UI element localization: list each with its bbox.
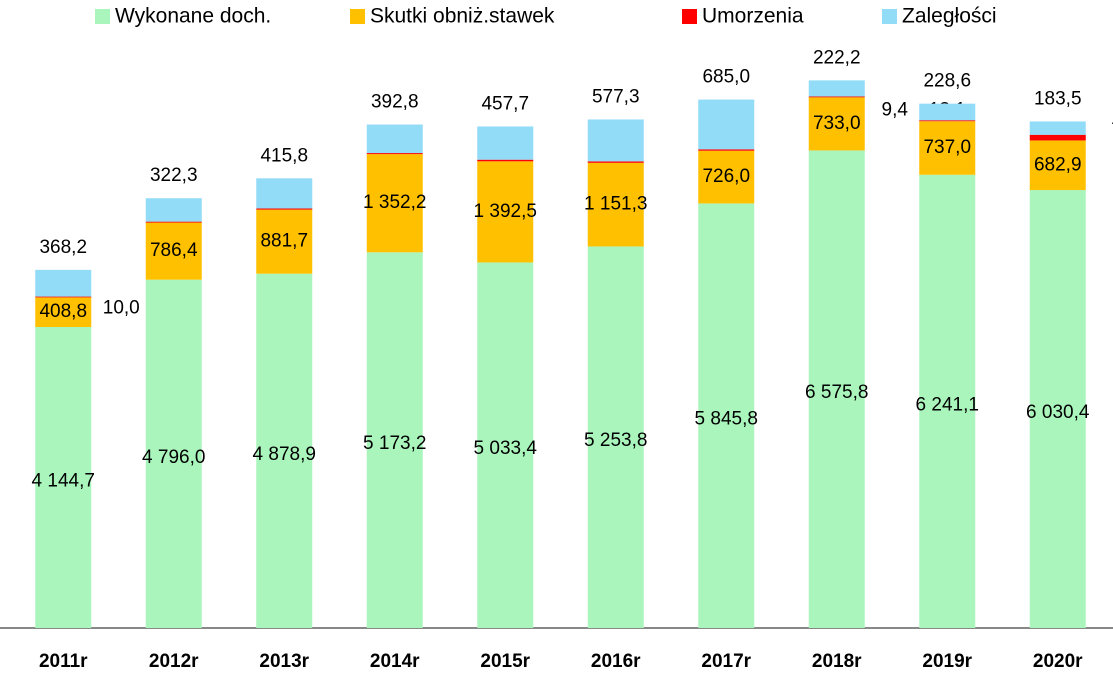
bar-segment: [587, 119, 644, 162]
data-label: 222,2: [813, 47, 861, 68]
bar-segment: [366, 153, 423, 155]
data-label: 457,7: [481, 93, 529, 114]
data-label: 6 030,4: [1026, 402, 1090, 423]
data-label: 415,8: [260, 145, 308, 166]
data-label: 1 392,5: [474, 201, 537, 222]
bar-segment: [256, 208, 313, 210]
data-label: 726,0: [702, 166, 750, 187]
legend-label: Wykonane doch.: [115, 5, 271, 28]
bar-segment: [1029, 190, 1086, 628]
bar-segment: [366, 124, 423, 154]
bar-segment: [35, 326, 92, 628]
data-label: 5 253,8: [584, 430, 647, 451]
bar-segment: [808, 96, 865, 98]
bar-segment: [698, 150, 755, 204]
bar-segment: [808, 97, 865, 151]
data-label: 6 241,1: [916, 394, 979, 415]
bar-segment: [698, 99, 755, 150]
data-label: 5 173,2: [363, 433, 426, 454]
data-label: 4 144,7: [32, 471, 95, 492]
bar-segment: [1029, 134, 1086, 141]
x-tick-label: 2013r: [259, 651, 309, 672]
bar-segment: [35, 269, 92, 297]
bar-segment: [1029, 140, 1086, 191]
data-label: 4 878,9: [253, 444, 316, 465]
legend-swatch: [95, 9, 110, 24]
x-tick-label: 2011r: [39, 651, 88, 672]
data-label: 682,9: [1034, 154, 1082, 175]
bar-segment: [919, 103, 976, 121]
bar-segment: [1029, 121, 1086, 135]
data-label: 6 575,8: [805, 382, 868, 403]
bar-segment: [256, 178, 313, 209]
bar-segment: [145, 222, 202, 280]
bar-segment: [366, 252, 423, 628]
bar-segment: [477, 161, 534, 263]
data-label: 408,8: [39, 301, 87, 322]
x-tick-label: 2014r: [370, 651, 420, 672]
data-label: 183,5: [1034, 88, 1082, 109]
bar-segment: [145, 279, 202, 628]
data-label: 5 033,4: [474, 438, 538, 459]
data-label: 577,3: [592, 86, 640, 107]
data-label: 1 352,2: [363, 192, 426, 213]
legend-label: Zaległości: [902, 5, 997, 28]
data-label: 786,4: [150, 240, 198, 261]
data-label: 881,7: [260, 231, 308, 252]
x-tick-label: 2016r: [591, 651, 641, 672]
x-tick-label: 2020r: [1033, 651, 1083, 672]
x-tick-label: 2015r: [480, 651, 530, 672]
bar-segment: [477, 159, 534, 162]
bar-segment: [145, 198, 202, 222]
bar-segment: [698, 203, 755, 628]
bar-segment: [477, 126, 534, 160]
data-label: 77,9: [1111, 120, 1113, 141]
data-label: 228,6: [923, 71, 971, 92]
data-label: 322,3: [150, 165, 198, 186]
bar-segment: [366, 154, 423, 253]
data-label: 10,0: [103, 298, 140, 319]
bar-segment: [35, 297, 92, 327]
data-label: 4 796,0: [142, 447, 205, 468]
bar-segment: [477, 262, 534, 628]
data-label: 392,8: [371, 92, 419, 113]
x-tick-label: 2019r: [922, 651, 972, 672]
bar-segment: [587, 246, 644, 628]
bar-segment: [919, 174, 976, 628]
bar-segment: [587, 162, 644, 247]
legend-swatch: [350, 9, 365, 24]
data-label: 733,0: [813, 113, 861, 134]
bar-segment: [256, 273, 313, 628]
data-label: 5 845,8: [695, 409, 758, 430]
data-label: 1 151,3: [584, 194, 647, 215]
data-label: 368,2: [39, 237, 87, 258]
legend-swatch: [682, 9, 697, 24]
bar-segment: [919, 120, 976, 122]
bar-segment: [698, 149, 755, 151]
data-label: 737,0: [923, 137, 971, 158]
bar-segment: [587, 161, 644, 163]
x-tick-label: 2018r: [812, 651, 862, 672]
bar-segment: [808, 150, 865, 628]
legend-label: Umorzenia: [702, 5, 804, 28]
data-label: 9,4: [882, 100, 909, 121]
x-tick-label: 2012r: [149, 651, 199, 672]
bar-segment: [256, 209, 313, 274]
legend-swatch: [882, 9, 897, 24]
data-label: 685,0: [702, 67, 750, 88]
bar-segment: [919, 121, 976, 175]
bar-segment: [145, 221, 202, 223]
bar-segment: [35, 296, 92, 298]
bar-segment: [808, 80, 865, 97]
x-tick-label: 2017r: [701, 651, 751, 672]
legend-label: Skutki obniż.stawek: [370, 5, 555, 28]
